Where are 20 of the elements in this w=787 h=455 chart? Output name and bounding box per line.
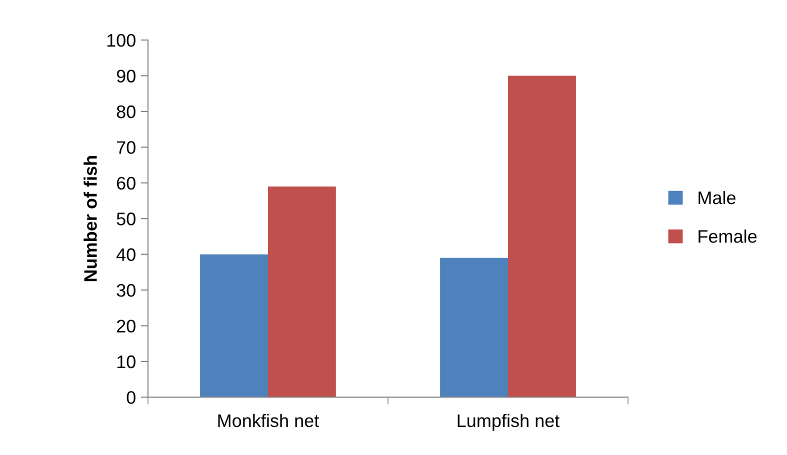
y-tick-label: 40	[116, 248, 136, 262]
y-tick-label: 50	[116, 212, 136, 226]
y-tick-label: 0	[126, 391, 136, 404]
y-tick-label: 30	[116, 284, 136, 297]
y-tick-label: 90	[116, 70, 136, 82]
legend-label: Male	[698, 190, 736, 204]
y-tick-label: 70	[116, 141, 136, 154]
y-axis-title: Number of fish	[84, 156, 97, 282]
bar	[268, 186, 336, 398]
bar	[440, 258, 508, 398]
x-tick-label: Lumpfish net	[458, 414, 560, 431]
y-tick-label: 80	[116, 105, 136, 118]
y-tick-label: 20	[116, 320, 136, 332]
y-tick-label: 100	[107, 34, 136, 47]
y-tick-label: 60	[116, 176, 136, 190]
bar	[508, 76, 576, 398]
y-tick-label: 10	[117, 355, 136, 368]
bar	[200, 254, 268, 398]
x-tick-label: Monkfish net	[218, 414, 320, 428]
legend-label: Female	[698, 230, 757, 243]
